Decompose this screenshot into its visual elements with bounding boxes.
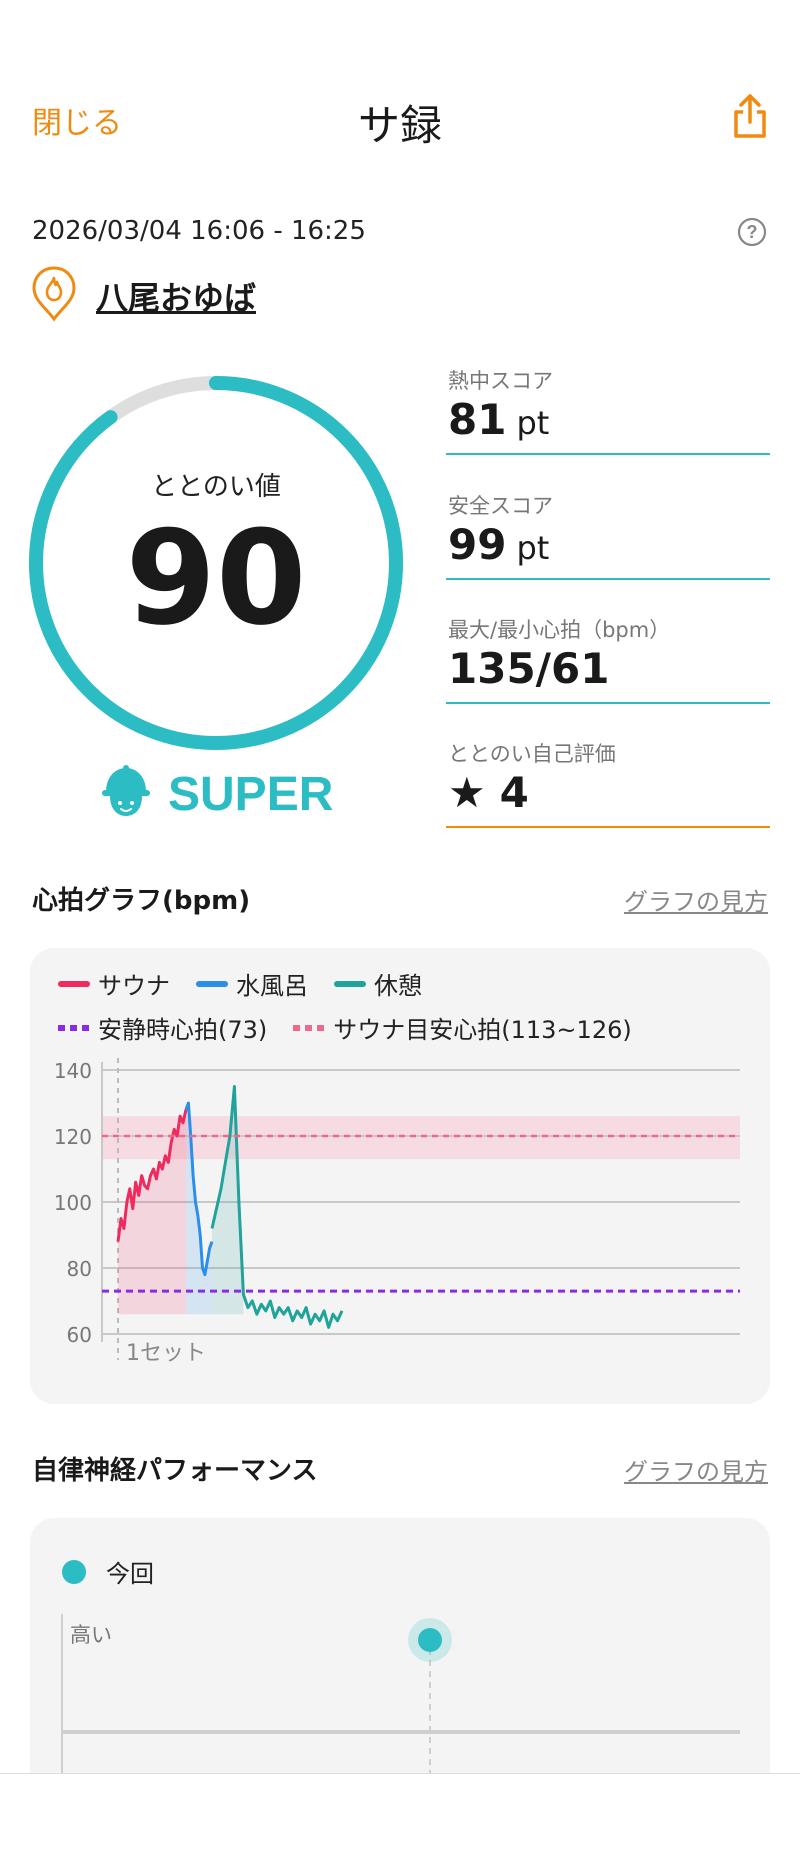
ans-y-label: 高い — [70, 1623, 112, 1647]
star-icon: ★ — [448, 768, 486, 817]
rest-line — [210, 1085, 344, 1329]
header: 閉じる サ録 — [0, 80, 800, 160]
legend-label: 水風呂 — [236, 972, 308, 1000]
heat-score-unit: pt — [516, 404, 550, 442]
legend-sauna: サウナ — [58, 966, 170, 1001]
gauge-value: 90 — [125, 502, 307, 654]
ans-help-link[interactable]: グラフの見方 — [624, 1458, 768, 1486]
ans-chart: 高い — [61, 1614, 740, 1808]
gauge-label: ととのい値 — [151, 472, 281, 502]
safety-score-value: 99 pt — [448, 520, 549, 569]
divider — [446, 826, 770, 828]
rank-badge: SUPER — [100, 762, 333, 826]
self-rating-label: ととのい自己評価 — [448, 742, 616, 766]
legend-row-2: 安静時心拍(73) サウナ目安心拍(113~126) — [58, 1010, 658, 1045]
safety-score-unit: pt — [516, 529, 550, 567]
y-tick-label: 80 — [67, 1257, 92, 1281]
legend-row-1: サウナ 水風呂 休憩 — [58, 966, 448, 1001]
divider — [446, 453, 770, 455]
legend-swatch — [196, 980, 228, 987]
self-rating-value: ★ 4 — [448, 768, 529, 817]
session-datetime: 2026/03/04 16:06 - 16:25 — [32, 216, 366, 246]
heat-score: 熱中スコア 81 pt — [446, 365, 770, 475]
heart-graph-help-link[interactable]: グラフの見方 — [624, 888, 768, 916]
rank-label: SUPER — [168, 767, 334, 821]
safety-score-label: 安全スコア — [448, 494, 553, 518]
water-bath-line — [184, 1101, 214, 1277]
legend-swatch — [334, 980, 366, 987]
legend-swatch — [293, 1024, 326, 1031]
y-tick-label: 120 — [54, 1125, 92, 1149]
legend-label: サウナ — [98, 972, 170, 1000]
page-title: サ録 — [357, 101, 442, 150]
bottom-bar — [0, 1773, 800, 1867]
y-tick-label: 100 — [54, 1191, 92, 1215]
y-tick-label: 140 — [54, 1059, 92, 1083]
legend-swatch — [58, 980, 90, 987]
ans-card: 今回 高い — [30, 1518, 770, 1808]
ans-current-point — [418, 1628, 442, 1652]
legend-target-hr: サウナ目安心拍(113~126) — [293, 1010, 632, 1045]
set-label: 1セット — [126, 1341, 206, 1366]
target-hr-band — [102, 1116, 740, 1160]
legend-rest: 休憩 — [334, 966, 422, 1001]
divider — [446, 702, 770, 704]
facility-link[interactable]: 八尾おゆば — [30, 266, 256, 326]
heart-rate-range: 最大/最小心拍（bpm） 135/61 — [446, 614, 770, 724]
self-rating-number: 4 — [499, 768, 529, 817]
legend-label: 安静時心拍(73) — [98, 1016, 268, 1044]
heart-rate-range-value: 135/61 — [448, 644, 610, 693]
totonoi-gauge — [29, 376, 403, 750]
ans-legend: 今回 — [62, 1554, 154, 1589]
heart-rate-range-label: 最大/最小心拍（bpm） — [448, 618, 671, 642]
ans-title: 自律神経パフォーマンス — [32, 1456, 318, 1486]
close-button[interactable]: 閉じる — [32, 106, 122, 141]
heat-score-number: 81 — [448, 395, 507, 444]
heart-graph-title: 心拍グラフ(bpm) — [32, 886, 251, 916]
heat-score-value: 81 pt — [448, 395, 549, 444]
legend-label: 休憩 — [374, 972, 422, 1000]
sauna-line — [116, 1109, 188, 1242]
heat-score-label: 熱中スコア — [448, 369, 553, 393]
legend-label: サウナ目安心拍(113~126) — [333, 1016, 632, 1044]
safety-score: 安全スコア 99 pt — [446, 490, 770, 600]
facility-name: 八尾おゆば — [96, 279, 257, 317]
safety-score-number: 99 — [448, 520, 507, 569]
sauna-pin-icon — [30, 265, 78, 327]
legend-resting-hr: 安静時心拍(73) — [58, 1010, 267, 1045]
legend-swatch — [58, 1024, 90, 1031]
y-tick-label: 60 — [67, 1323, 92, 1347]
share-icon[interactable] — [730, 92, 770, 142]
legend-water: 水風呂 — [196, 966, 308, 1001]
heart-graph-card: サウナ 水風呂 休憩 安静時心拍(73) サウナ目安心拍(113~126) 14… — [30, 948, 770, 1404]
heart-rate-chart: 140 120 100 80 60 1セット — [54, 1058, 740, 1366]
help-icon[interactable]: ? — [736, 216, 768, 248]
sauna-hat-mascot-icon — [100, 764, 152, 824]
ans-legend-dot — [62, 1559, 86, 1584]
self-rating: ととのい自己評価 ★ 4 — [446, 738, 770, 848]
divider — [446, 578, 770, 580]
ans-legend-label: 今回 — [106, 1560, 154, 1588]
water-bath-line-area — [186, 1103, 212, 1315]
svg-text:?: ? — [747, 222, 758, 242]
